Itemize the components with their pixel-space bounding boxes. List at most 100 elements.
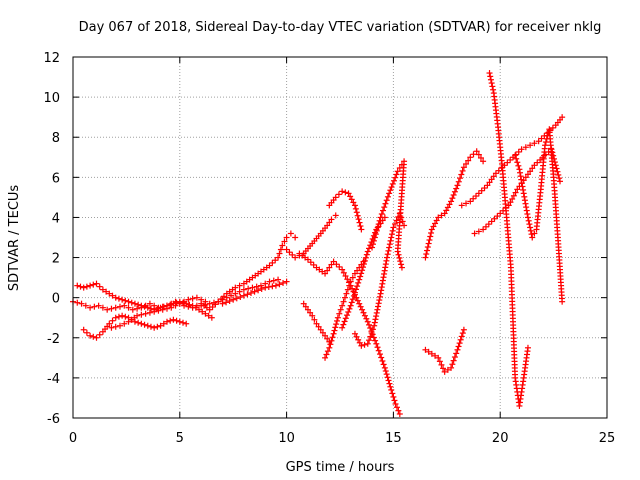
data-point-interp	[349, 296, 356, 303]
data-point-interp	[186, 301, 193, 308]
x-tick-label: 25	[599, 431, 616, 446]
data-point	[266, 262, 273, 269]
data-point-interp	[453, 350, 460, 357]
data-point	[428, 350, 435, 357]
data-point-interp	[517, 173, 524, 180]
data-point-interp	[341, 294, 348, 301]
data-point	[322, 354, 329, 361]
data-point-interp	[383, 197, 390, 204]
data-point-interp	[350, 292, 357, 299]
data-point-interp	[356, 219, 363, 226]
data-point-interp	[346, 282, 353, 289]
data-point-interp	[527, 224, 534, 231]
data-point	[330, 258, 337, 265]
data-point-interp	[360, 309, 367, 316]
data-point	[428, 226, 435, 233]
data-point	[392, 400, 399, 407]
data-point-interp	[108, 305, 115, 312]
data-point	[142, 310, 149, 317]
data-point	[198, 302, 205, 309]
data-point-interp	[363, 315, 370, 322]
data-point-interp	[82, 302, 89, 309]
data-point-interp	[341, 318, 348, 325]
data-point	[559, 114, 566, 121]
data-point-interp	[379, 357, 386, 364]
data-point-interp	[500, 207, 507, 214]
y-axis-label: SDTVAR / TECUs	[7, 185, 22, 292]
data-point-interp	[351, 289, 358, 296]
data-point-interp	[356, 339, 363, 346]
data-point-interp	[457, 336, 464, 343]
series-track-20	[471, 146, 564, 237]
y-tick-label: 8	[52, 131, 60, 146]
data-point	[95, 302, 102, 309]
data-point-interp	[384, 251, 391, 258]
data-point-interp	[382, 368, 389, 375]
data-point-interp	[361, 312, 368, 319]
data-point-interp	[327, 341, 334, 348]
data-point-interp	[518, 180, 525, 187]
data-point-interp	[365, 245, 372, 252]
data-point-interp	[449, 195, 456, 202]
data-point-interp	[199, 308, 206, 315]
data-point-interp	[523, 204, 530, 211]
y-tick-label: -6	[47, 412, 60, 427]
series-track-17	[458, 114, 566, 209]
series-track-3	[80, 312, 190, 341]
data-point-interp	[355, 336, 362, 343]
data-point	[480, 226, 487, 233]
data-point-interp	[289, 251, 296, 258]
data-point-interp	[329, 334, 336, 341]
data-point-interp	[381, 204, 388, 211]
series-track-16	[422, 148, 487, 261]
data-point	[309, 312, 316, 319]
data-point	[394, 168, 401, 175]
data-point	[559, 298, 566, 305]
data-point-interp	[376, 351, 383, 358]
data-point-interp	[387, 383, 394, 390]
data-point-interp	[522, 144, 529, 151]
series-track-7	[283, 212, 339, 261]
data-point-interp	[552, 162, 559, 169]
data-point-interp	[277, 246, 284, 253]
data-point-interp	[525, 217, 532, 224]
data-point	[398, 264, 405, 271]
data-point-interp	[553, 165, 560, 172]
series-track-9	[300, 300, 333, 345]
data-point	[275, 276, 282, 283]
data-point-interp	[465, 157, 472, 164]
data-point-interp	[491, 215, 498, 222]
data-point	[292, 254, 299, 261]
data-point-interp	[549, 124, 556, 131]
grid-lines	[73, 57, 607, 418]
data-point-interp	[488, 80, 495, 87]
data-point	[373, 340, 380, 347]
data-point-interp	[319, 329, 326, 336]
data-point	[351, 330, 358, 337]
data-point	[185, 296, 192, 303]
data-point	[356, 300, 363, 307]
data-point	[326, 344, 333, 351]
data-point-interp	[192, 304, 199, 311]
data-point	[356, 276, 363, 283]
data-point-interp	[450, 191, 457, 198]
data-point-interp	[269, 259, 276, 266]
data-point-interp	[334, 317, 341, 324]
data-point-interp	[453, 185, 460, 192]
data-point-interp	[531, 140, 538, 147]
data-point	[358, 226, 365, 233]
data-point	[548, 146, 555, 153]
data-point-interp	[371, 234, 378, 241]
data-point	[467, 154, 474, 161]
data-point	[163, 318, 170, 325]
data-point	[159, 306, 166, 313]
data-point-interp	[436, 358, 443, 365]
data-point-interp	[360, 264, 367, 271]
data-point-interp	[527, 168, 534, 175]
data-point-interp	[122, 313, 129, 320]
data-point-interp	[280, 279, 287, 286]
data-point	[475, 190, 482, 197]
data-point-interp	[455, 343, 462, 350]
data-point-interp	[531, 230, 538, 237]
